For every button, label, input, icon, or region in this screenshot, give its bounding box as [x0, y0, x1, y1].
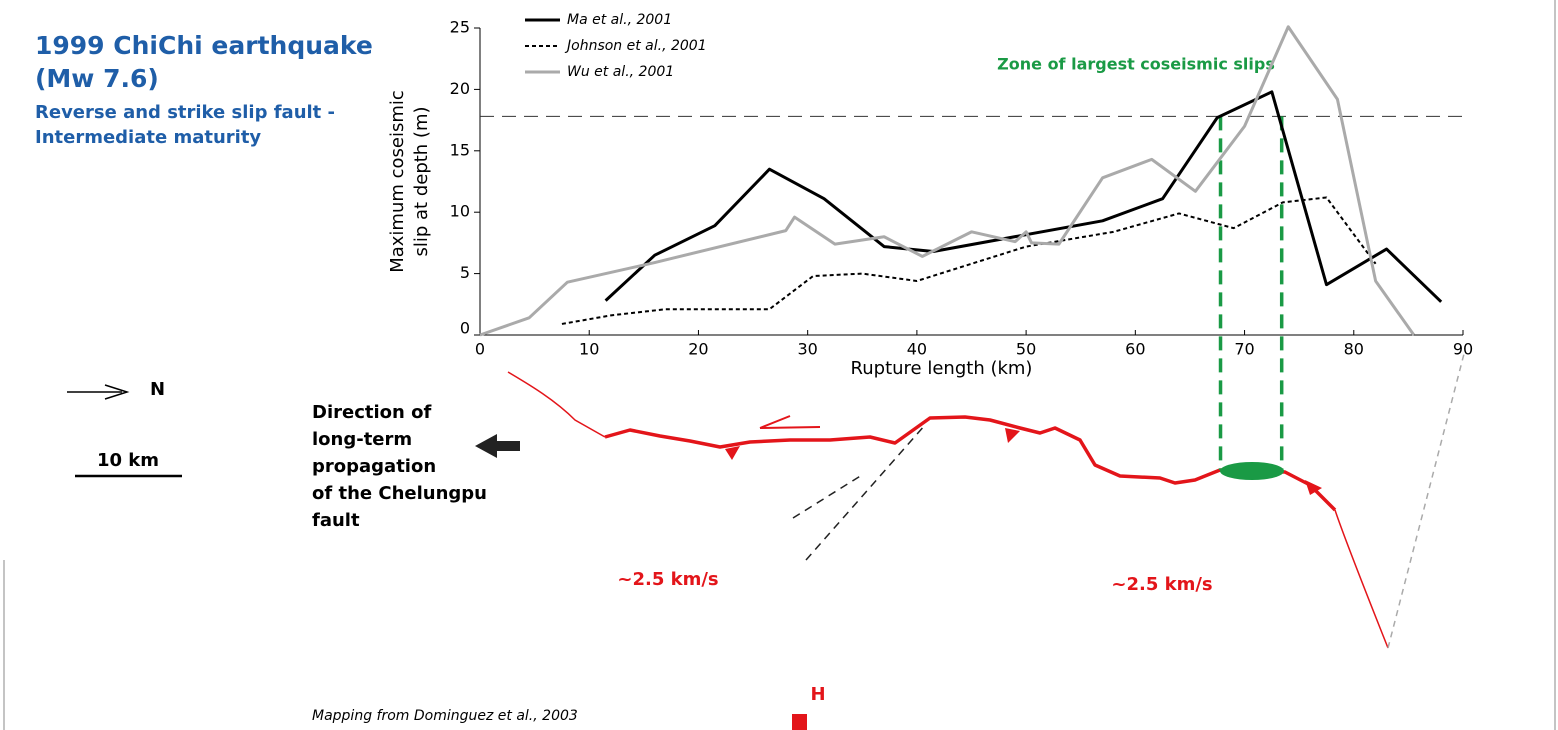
hypocenter — [792, 714, 807, 730]
subtitle: Reverse and strike slip fault - — [35, 102, 335, 123]
north-label: N — [150, 379, 165, 400]
direction-text: propagation — [312, 456, 436, 477]
y-tick-label: 10 — [450, 202, 470, 221]
y-axis-label: slip at depth (m) — [411, 106, 432, 256]
speed-label: ~2.5 km/s — [1111, 574, 1212, 595]
zone-label: Zone of largest coseismic slips — [997, 55, 1275, 74]
direction-text: long-term — [312, 429, 412, 450]
y-tick-label: 25 — [450, 18, 470, 37]
y-tick-label: 5 — [460, 263, 470, 282]
y-tick-label: 0 — [460, 319, 470, 338]
x-tick-label: 30 — [797, 340, 817, 359]
source-note: Mapping from Dominguez et al., 2003 — [312, 708, 578, 724]
slip-zone — [1220, 462, 1284, 480]
legend-label: Ma et al., 2001 — [567, 12, 672, 28]
x-tick-label: 80 — [1344, 340, 1364, 359]
scale-label: 10 km — [97, 450, 159, 471]
fault-trace — [1334, 509, 1389, 649]
y-tick-label: 20 — [450, 79, 470, 98]
title: 1999 ChiChi earthquake — [35, 31, 373, 60]
y-axis-label: Maximum coseismic — [387, 90, 408, 273]
fault-trace — [507, 371, 606, 438]
x-tick-label: 90 — [1453, 340, 1473, 359]
direction-text: Direction of — [312, 402, 431, 423]
x-tick-label: 0 — [475, 340, 485, 359]
direction-text: of the Chelungpu — [312, 483, 487, 504]
fault-teeth — [725, 428, 1322, 495]
series-line — [479, 25, 1416, 337]
x-tick-label: 70 — [1234, 340, 1254, 359]
series-line — [604, 90, 1443, 303]
dashed-branch — [805, 424, 926, 561]
propagation-arrow — [475, 434, 520, 458]
subtitle: Intermediate maturity — [35, 127, 261, 148]
dashed-branch — [792, 474, 863, 519]
title: (Mw 7.6) — [35, 64, 159, 93]
series-line — [561, 196, 1377, 325]
x-tick-label: 10 — [579, 340, 599, 359]
x-tick-label: 50 — [1016, 340, 1036, 359]
x-tick-label: 20 — [688, 340, 708, 359]
y-tick-label: 15 — [450, 140, 470, 159]
speed-label: ~2.5 km/s — [617, 569, 718, 590]
legend-label: Wu et al., 2001 — [567, 64, 674, 80]
guide-line — [1387, 349, 1466, 649]
legend-label: Johnson et al., 2001 — [564, 38, 707, 54]
slip-arrow — [759, 415, 821, 429]
north-arrow-head — [104, 384, 130, 400]
x-tick-label: 40 — [907, 340, 927, 359]
direction-text: fault — [312, 510, 360, 531]
x-tick-label: 60 — [1125, 340, 1145, 359]
fault-trace — [604, 415, 1337, 512]
hypocenter-label: H — [810, 684, 825, 705]
x-axis-label: Rupture length (km) — [851, 358, 1033, 379]
